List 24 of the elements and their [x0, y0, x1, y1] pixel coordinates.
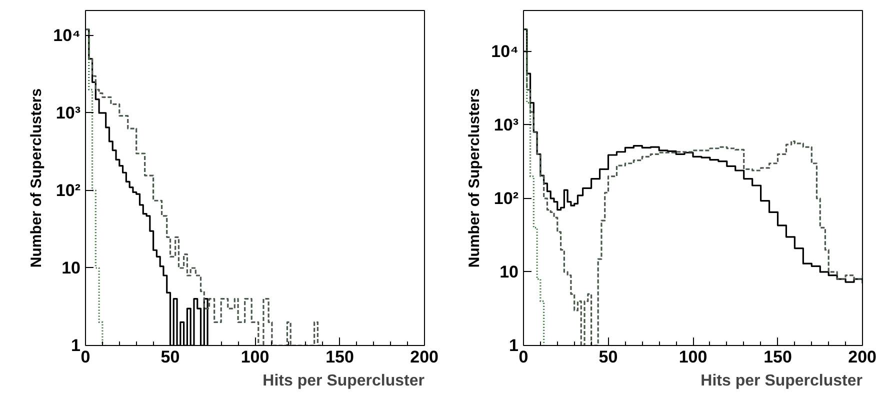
x-tick-label: 0 [80, 348, 90, 366]
x-tick-label: 100 [240, 348, 270, 366]
y-tick-label: 10 [62, 258, 81, 278]
y-axis-title: Number of Superclusters [28, 88, 46, 268]
x-tick-label: 0 [518, 348, 528, 366]
x-tick-label: 150 [764, 348, 792, 366]
y-tick-label: 1 [71, 336, 81, 355]
x-tick-label: 100 [678, 348, 708, 366]
x-tick-label: 200 [848, 348, 877, 366]
y-tick-label: 10 [500, 262, 519, 282]
x-axis-title: Hits per Supercluster [262, 372, 424, 390]
x-tick-label: 50 [160, 348, 180, 366]
y-tick-label: 10⁴ [491, 42, 519, 61]
y-tick-label: 10³ [56, 103, 81, 122]
y-tick-label: 10⁴ [53, 26, 81, 45]
x-axis-title: Hits per Supercluster [700, 372, 862, 390]
y-tick-label: 10³ [494, 115, 519, 134]
y-tick-label: 1 [509, 336, 519, 355]
x-tick-label: 200 [410, 348, 439, 366]
x-tick-label: 50 [598, 348, 618, 366]
x-tick-label: 150 [326, 348, 354, 366]
y-tick-label: 10² [56, 180, 81, 200]
y-tick-label: 10² [494, 188, 519, 208]
y-axis-title: Number of Superclusters [466, 88, 484, 268]
